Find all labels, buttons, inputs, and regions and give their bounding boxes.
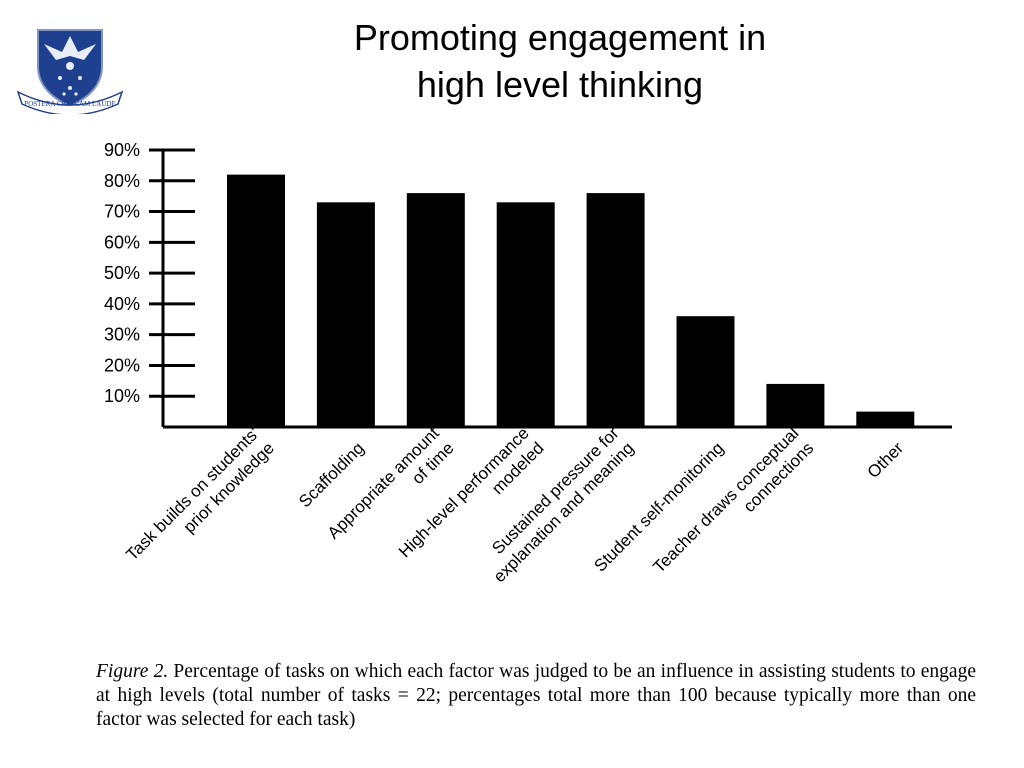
university-crest-icon: POSTERA CRESCAM LAUDE [16, 29, 124, 116]
bar [676, 316, 735, 427]
y-tick-label: 20% [104, 355, 140, 375]
chart-axes: 10% 20% 30% 40% 50% 60% 70% 80% 90% [104, 140, 952, 429]
y-tick-label: 30% [104, 325, 140, 345]
bar [856, 411, 915, 427]
x-tick-label: Appropriate amountof time [324, 423, 458, 557]
x-tick-label-text: Teacher draws conceptualconnections [649, 424, 817, 592]
chart-bars [227, 174, 915, 427]
bar-chart: 10% 20% 30% 40% 50% 60% 70% 80% 90% Task builds … [104, 140, 952, 592]
y-tick-label: 70% [104, 202, 140, 222]
bar [316, 202, 375, 427]
y-tick-label: 40% [104, 294, 140, 314]
x-tick-label-text: Other [864, 438, 908, 482]
x-tick-label: Other [864, 438, 908, 482]
slide-title: Promoting engagement in high level think… [260, 14, 860, 108]
x-tick-label-line: Task builds on students' [122, 424, 263, 565]
y-tick-label: 60% [104, 232, 140, 252]
bar [227, 174, 285, 427]
bar [406, 193, 465, 427]
figure-caption-text: Percentage of tasks on which each factor… [96, 661, 976, 730]
x-tick-label-text: Task builds on students'prior knowledge [122, 424, 278, 580]
logo-motto: POSTERA CRESCAM LAUDE [24, 100, 115, 108]
university-crest-logo: POSTERA CRESCAM LAUDE [14, 22, 126, 116]
bar [496, 202, 555, 427]
chart-x-labels: Task builds on students'prior knowledge S… [122, 423, 908, 592]
x-tick-label: Task builds on students'prior knowledge [122, 424, 278, 580]
bar [766, 383, 825, 427]
y-tick-label: 10% [104, 386, 140, 406]
bar [586, 193, 645, 427]
title-line-2: high level thinking [416, 64, 704, 105]
y-tick-label: 80% [104, 171, 140, 191]
x-tick-label-text: Appropriate amountof time [324, 423, 458, 557]
x-tick-label: Teacher draws conceptualconnections [649, 424, 817, 592]
figure-caption: Figure 2. Percentage of tasks on which e… [96, 660, 976, 732]
x-tick-label-line: Other [864, 438, 908, 482]
y-tick-label: 90% [104, 140, 140, 160]
title-line-1: Promoting engagement in [353, 17, 767, 58]
figure-label: Figure 2. [96, 661, 169, 682]
y-tick-label: 50% [104, 263, 140, 283]
